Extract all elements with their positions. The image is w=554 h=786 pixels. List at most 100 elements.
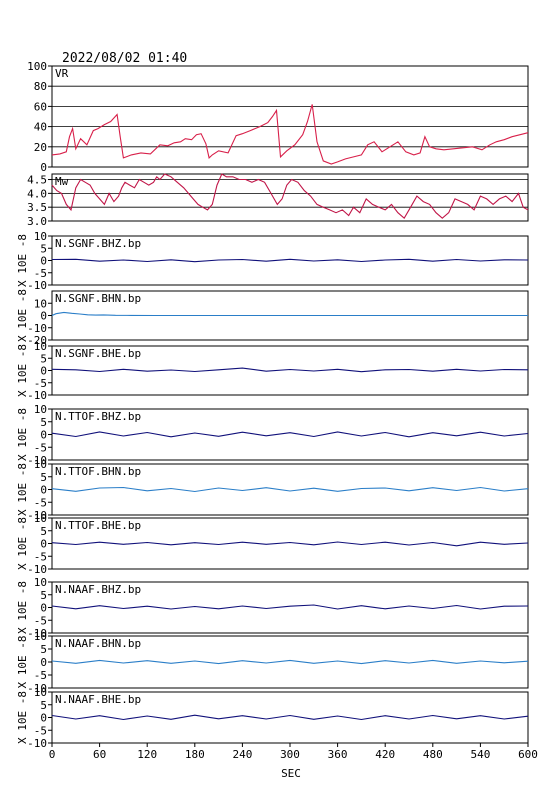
series-line-8 [51,604,529,610]
panel-frame-0 [51,65,529,168]
series-line-9 [51,659,529,665]
panel-label-1: Mw [55,175,69,188]
panel-label-3: N.SGNF.BHN.bp [55,292,141,305]
y-tick-label-10-4: -10 [27,737,47,750]
series-line-1 [51,173,529,220]
y-tick-label-3-2: -10 [27,322,47,335]
series-line-4 [51,367,529,373]
y-tick-label-1-3: 4.5 [27,174,47,187]
y-tick-label-0-0: 0 [40,161,47,174]
y-tick-label-2-2: 0 [40,255,47,268]
x-tick-label-9: 540 [470,748,490,761]
y-tick-label-5-4: -10 [27,454,47,467]
y-tick-label-1-1: 3.5 [27,201,47,214]
y-tick-label-6-1: 5 [40,471,47,484]
y-tick-label-7-4: -10 [27,563,47,576]
y-tick-label-0-2: 40 [34,121,47,134]
y-tick-label-2-0: 10 [34,230,47,243]
y-tick-label-9-2: 0 [40,656,47,669]
timestamp-label: 2022/08/02 01:40 [62,51,187,66]
y-tick-label-6-3: -5 [34,496,47,509]
y-unit-label-10: X 10E -8 [16,691,29,744]
y-tick-label-2-4: -10 [27,279,47,292]
panel-label-8: N.NAAF.BHZ.bp [55,583,141,596]
series-line-5 [51,431,529,438]
y-unit-label-8: X 10E -8 [16,581,29,634]
x-axis-label: SEC [281,767,301,780]
y-tick-label-10-2: 0 [40,712,47,725]
y-tick-label-5-1: 5 [40,416,47,429]
y-tick-label-1-2: 4.0 [27,187,47,200]
y-tick-label-9-1: 5 [40,643,47,656]
y-tick-label-2-1: 5 [40,242,47,255]
y-tick-label-7-2: 0 [40,538,47,551]
x-tick-label-3: 180 [185,748,205,761]
x-tick-label-2: 120 [137,748,157,761]
y-unit-label-5: X 10E -8 [16,408,29,461]
x-tick-label-7: 420 [375,748,395,761]
y-tick-label-0-3: 60 [34,100,47,113]
y-tick-label-4-2: 0 [40,365,47,378]
series-line-0 [51,104,529,165]
y-tick-label-3-0: 10 [34,297,47,310]
y-tick-label-3-3: -20 [27,334,47,347]
x-tick-label-5: 300 [280,748,300,761]
y-tick-label-9-3: -5 [34,669,47,682]
y-tick-label-7-1: 5 [40,525,47,538]
y-tick-label-5-0: 10 [34,403,47,416]
y-tick-label-8-1: 5 [40,589,47,602]
y-tick-label-9-0: 10 [34,630,47,643]
x-tick-label-10: 600 [518,748,538,761]
y-tick-label-4-4: -10 [27,389,47,402]
y-tick-label-2-3: -5 [34,267,47,280]
panel-label-10: N.NAAF.BHE.bp [55,693,141,706]
y-tick-label-10-0: 10 [34,686,47,699]
y-unit-label-7: X 10E -8 [16,517,29,570]
y-tick-label-7-0: 10 [34,512,47,525]
y-tick-label-4-3: -5 [34,377,47,390]
y-tick-label-9-4: -10 [27,682,47,695]
x-tick-label-0: 0 [49,748,56,761]
y-tick-label-0-1: 20 [34,141,47,154]
series-line-7 [51,541,529,547]
x-tick-label-8: 480 [423,748,443,761]
y-unit-label-2: X 10E -8 [16,234,29,287]
y-tick-label-7-3: -5 [34,550,47,563]
series-line-6 [51,486,529,493]
panel-label-9: N.NAAF.BHN.bp [55,637,141,650]
panel-label-5: N.TTOF.BHZ.bp [55,410,141,423]
y-tick-label-4-1: 5 [40,352,47,365]
y-tick-label-8-4: -10 [27,627,47,640]
y-tick-label-4-0: 10 [34,340,47,353]
y-tick-label-5-3: -5 [34,441,47,454]
y-unit-label-3: X 10E -8 [16,289,29,342]
y-tick-label-8-2: 0 [40,602,47,615]
y-unit-label-6: X 10E -8 [16,463,29,516]
y-tick-label-0-5: 100 [27,60,47,73]
series-line-2 [51,258,529,263]
series-line-10 [51,714,529,721]
y-tick-label-6-0: 10 [34,458,47,471]
y-tick-label-6-2: 0 [40,484,47,497]
y-tick-label-10-1: 5 [40,699,47,712]
y-tick-label-8-3: -5 [34,614,47,627]
series-line-3 [51,311,528,317]
y-tick-label-0-4: 80 [34,80,47,93]
y-tick-label-5-2: 0 [40,429,47,442]
y-tick-label-6-4: -10 [27,509,47,522]
panel-label-2: N.SGNF.BHZ.bp [55,237,141,250]
panel-label-0: VR [55,67,69,80]
panel-label-6: N.TTOF.BHN.bp [55,465,141,478]
x-tick-label-1: 60 [93,748,106,761]
panel-frame-1 [51,173,529,222]
panel-label-4: N.SGNF.BHE.bp [55,347,141,360]
panel-label-7: N.TTOF.BHE.bp [55,519,141,532]
y-tick-label-8-0: 10 [34,576,47,589]
y-tick-label-10-3: -5 [34,724,47,737]
x-tick-label-4: 240 [232,748,252,761]
y-tick-label-1-0: 3.0 [27,215,47,228]
y-tick-label-3-1: 0 [40,310,47,323]
